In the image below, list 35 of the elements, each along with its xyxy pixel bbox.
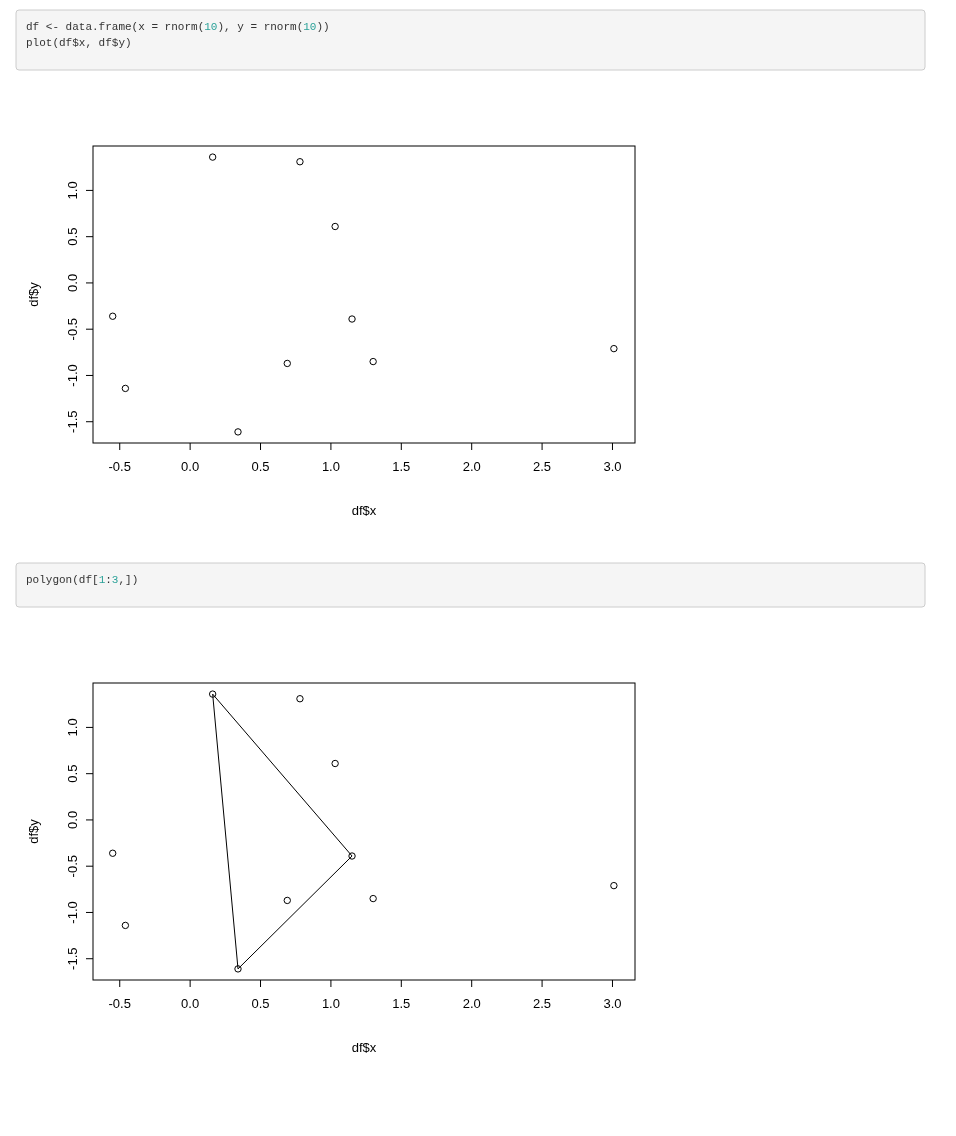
x-tick-label: 1.5 [392, 459, 411, 474]
x-tick-label: -0.5 [108, 459, 131, 474]
y-tick-label: -1.5 [65, 410, 80, 433]
x-tick-label: 3.0 [603, 996, 622, 1011]
x-tick-label: 1.0 [321, 459, 340, 474]
x-tick-label: 1.5 [392, 996, 411, 1011]
y-tick-label: 1.0 [65, 181, 80, 200]
y-tick-label: 0.0 [65, 810, 80, 829]
y-axis-title: df$y [26, 281, 41, 307]
y-tick-label: -0.5 [65, 854, 80, 878]
y-axis-title: df$y [26, 818, 41, 844]
y-tick-label: -0.5 [65, 317, 80, 341]
x-tick-label: 0.0 [181, 459, 200, 474]
x-tick-label: 0.5 [251, 459, 270, 474]
y-tick-label: -1.0 [65, 901, 80, 924]
x-tick-label: 2.5 [533, 459, 552, 474]
x-axis-title: df$x [351, 1040, 377, 1055]
x-tick-label: -0.5 [108, 996, 131, 1011]
x-tick-label: 2.0 [462, 996, 481, 1011]
y-tick-label: 1.0 [65, 718, 80, 737]
text: plot(df$x, df$y) [26, 37, 132, 49]
y-tick-label: -1.0 [65, 364, 80, 387]
x-tick-label: 0.0 [181, 996, 200, 1011]
text: df <- data.frame(x = rnorm(10), y = rnorm(10)) [26, 21, 330, 33]
y-tick-label: 0.5 [65, 227, 80, 246]
x-tick-label: 0.5 [251, 996, 270, 1011]
y-tick-label: -1.5 [65, 947, 80, 970]
x-tick-label: 3.0 [603, 459, 622, 474]
x-tick-label: 2.5 [533, 996, 552, 1011]
x-tick-label: 1.0 [321, 996, 340, 1011]
text: polygon(df[1:3,]) [26, 574, 139, 586]
x-tick-label: 2.0 [462, 459, 481, 474]
x-axis-title: df$x [351, 503, 377, 518]
y-tick-label: 0.5 [65, 764, 80, 783]
y-tick-label: 0.0 [65, 273, 80, 292]
